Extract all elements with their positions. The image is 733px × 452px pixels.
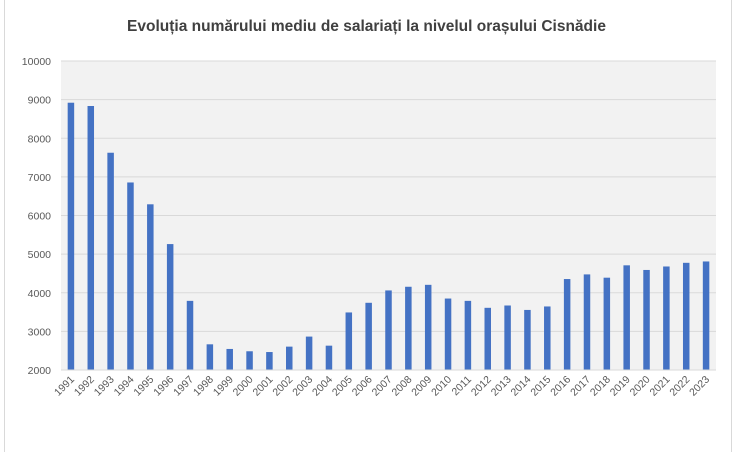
x-tick-label: 2014: [509, 374, 534, 399]
x-tick-label: 2018: [588, 374, 613, 399]
x-tick-label: 2011: [450, 374, 475, 399]
bar-2002: [286, 346, 293, 370]
x-tick-label: 2012: [469, 374, 494, 399]
bar-2012: [484, 307, 491, 370]
y-tick-label: 2000: [28, 365, 52, 377]
x-tick-label: 2013: [489, 374, 514, 399]
x-tick-label: 1991: [52, 374, 77, 399]
y-tick-label: 8000: [28, 133, 52, 145]
x-tick-label: 2016: [548, 374, 573, 399]
x-tick-label: 2001: [251, 374, 276, 399]
bar-1991: [67, 102, 75, 370]
y-tick-label: 7000: [28, 172, 52, 184]
x-tick-label: 1998: [191, 374, 216, 399]
bar-2013: [504, 305, 511, 370]
bar-1998: [206, 344, 214, 370]
y-tick-label: 4000: [28, 288, 52, 300]
x-tick-label: 1995: [131, 374, 156, 399]
bar-2020: [643, 269, 650, 370]
bar-2014: [524, 309, 531, 370]
bar-1995: [147, 204, 154, 370]
x-tick-label: 2015: [528, 374, 553, 399]
bar-2006: [365, 302, 372, 370]
bar-2022: [682, 262, 690, 370]
chart-title: Evoluția numărului mediu de salariați la…: [127, 18, 606, 35]
bar-2005: [345, 312, 353, 370]
x-tick-label: 2023: [687, 374, 712, 399]
bar-2007: [385, 290, 392, 370]
bar-2010: [444, 298, 452, 370]
bar-2000: [246, 351, 253, 370]
x-tick-label: 2021: [647, 374, 672, 399]
x-tick-label: 2007: [370, 374, 395, 399]
x-tick-label: 1994: [112, 374, 137, 399]
x-tick-label: 1992: [72, 374, 97, 399]
y-tick-label: 5000: [28, 249, 52, 261]
x-tick-label: 2022: [667, 374, 692, 399]
x-tick-label: 2017: [568, 374, 593, 399]
y-tick-label: 9000: [28, 95, 52, 107]
x-tick-label: 2019: [608, 374, 633, 399]
y-tick-label: 3000: [28, 326, 52, 338]
bar-1994: [127, 182, 134, 370]
y-tick-label: 6000: [28, 211, 52, 223]
x-tick-label: 1993: [92, 374, 117, 399]
x-tick-label: 2020: [628, 374, 653, 399]
x-tick-label: 2000: [231, 374, 256, 399]
x-tick-label: 1996: [151, 374, 176, 399]
bar-2008: [405, 286, 412, 370]
bar-1997: [186, 300, 194, 370]
bar-2016: [563, 279, 571, 370]
y-tick-label: 10000: [22, 56, 51, 68]
bar-2015: [544, 306, 551, 370]
x-tick-label: 2003: [290, 374, 315, 399]
bar-1993: [107, 152, 114, 370]
bar-2001: [266, 352, 273, 370]
bar-1996: [166, 244, 174, 370]
x-tick-label: 2006: [350, 374, 375, 399]
bar-2023: [702, 261, 710, 370]
x-tick-label: 2009: [409, 374, 434, 399]
bar-2003: [305, 336, 313, 370]
chart-frame: [4, 0, 732, 452]
bar-2009: [424, 284, 432, 370]
bar-1999: [226, 348, 233, 370]
x-tick-label: 2004: [310, 374, 335, 399]
x-tick-label: 1997: [171, 374, 196, 399]
bar-2019: [623, 265, 630, 370]
x-tick-label: 2010: [429, 374, 454, 399]
x-tick-label: 2008: [389, 374, 414, 399]
bar-1992: [87, 105, 95, 371]
bar-2017: [583, 274, 591, 370]
bar-2011: [464, 300, 472, 370]
x-tick-label: 2002: [270, 374, 295, 399]
x-tick-label: 1999: [211, 374, 236, 399]
bar-2021: [663, 266, 670, 370]
x-tick-label: 2005: [330, 374, 355, 399]
bar-2004: [325, 345, 333, 370]
bar-2018: [603, 277, 611, 370]
